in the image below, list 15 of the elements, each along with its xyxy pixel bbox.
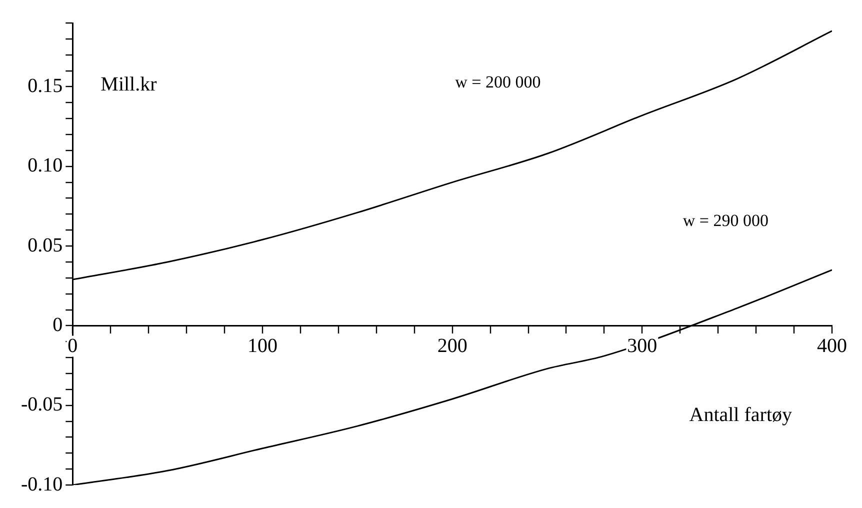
x-tick-label: 300 <box>627 334 658 357</box>
y-tick-label: 0.10 <box>28 154 63 177</box>
y-tick-label: -0.05 <box>20 394 63 416</box>
annotation: w = 290 000 <box>682 211 769 230</box>
x-tick-label: 100 <box>247 334 278 357</box>
y-axis-title: Mill.kr <box>100 73 158 96</box>
y-tick-label: 0.15 <box>28 74 63 97</box>
y-tick-label: -0.10 <box>20 473 63 496</box>
y-tick-label: 0 <box>52 314 63 336</box>
x-axis-title: Antall fartøy <box>689 404 792 426</box>
x-tick-label: 0 <box>68 334 78 357</box>
annotation: w = 200 000 <box>455 72 541 92</box>
y-tick-label: 0.05 <box>28 234 63 256</box>
x-tick-label: 200 <box>437 334 468 357</box>
x-tick-label: 400 <box>817 334 847 357</box>
